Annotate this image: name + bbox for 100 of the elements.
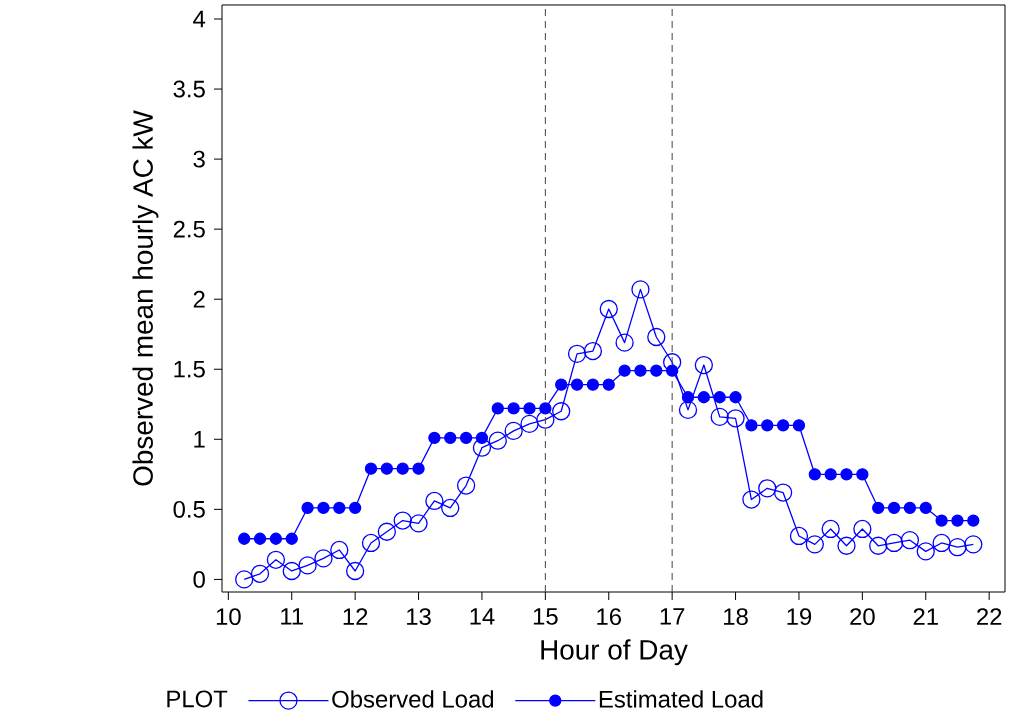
- legend-label: Observed Load: [332, 690, 494, 708]
- point: [282, 561, 301, 581]
- point: [348, 501, 362, 515]
- y-tick-label: 4: [193, 10, 206, 28]
- point: [761, 419, 774, 432]
- point: [412, 462, 425, 475]
- point: [285, 532, 298, 545]
- point: [964, 535, 983, 554]
- point: [884, 533, 904, 553]
- point: [773, 483, 793, 502]
- point: [742, 490, 761, 509]
- point: [539, 402, 552, 415]
- y-tick-label: 2.5: [173, 220, 205, 238]
- x-axis-title: Hour of Day: [541, 639, 688, 666]
- point: [361, 533, 381, 553]
- point: [694, 355, 713, 375]
- point: [520, 414, 539, 434]
- y-tick-label: 3: [193, 150, 205, 168]
- legend-label: Estimated Load: [599, 690, 763, 708]
- point: [441, 498, 460, 518]
- point: [345, 561, 365, 581]
- point: [872, 501, 885, 515]
- point: [425, 491, 444, 511]
- point: [745, 419, 758, 432]
- x-tick-label: 22: [977, 608, 1002, 625]
- point: [729, 391, 742, 404]
- point: [663, 353, 682, 372]
- point: [570, 378, 584, 391]
- point: [507, 402, 520, 415]
- point: [634, 364, 647, 377]
- point: [488, 431, 507, 450]
- point: [666, 364, 679, 377]
- point: [301, 501, 314, 515]
- point: [552, 402, 571, 421]
- point: [491, 402, 504, 415]
- x-tick-label: 18: [724, 608, 748, 626]
- point: [602, 378, 615, 391]
- point: [919, 501, 932, 515]
- point: [618, 364, 631, 377]
- x-tick-label: 15: [533, 608, 558, 625]
- x-tick-label: 16: [597, 608, 621, 626]
- point: [472, 438, 492, 457]
- point: [776, 419, 790, 432]
- point: [555, 378, 568, 391]
- point: [266, 550, 286, 569]
- point: [932, 533, 951, 553]
- point: [459, 431, 473, 445]
- point: [824, 468, 837, 481]
- y-tick-label: 0: [193, 570, 205, 588]
- point: [536, 410, 555, 429]
- y-tick-label: 1.5: [174, 360, 205, 378]
- point: [710, 407, 729, 427]
- point: [428, 431, 441, 445]
- point: [269, 532, 283, 545]
- point: [250, 564, 270, 583]
- x-tick-label: 21: [913, 608, 938, 625]
- point: [253, 532, 267, 545]
- point: [396, 462, 409, 475]
- point: [475, 431, 489, 445]
- y-tick-label: 3.5: [173, 80, 205, 98]
- x-tick-label: 14: [470, 608, 495, 625]
- point: [967, 514, 980, 527]
- x-tick-label: 11: [281, 608, 303, 625]
- point: [697, 391, 710, 404]
- point: [314, 549, 333, 568]
- point: [808, 468, 821, 481]
- point: [456, 476, 476, 495]
- point: [393, 511, 412, 530]
- x-tick-label: 13: [407, 608, 431, 626]
- point: [333, 501, 346, 515]
- point: [916, 542, 935, 561]
- y-tick-label: 1: [194, 431, 205, 448]
- point: [853, 519, 872, 539]
- x-tick-label: 19: [787, 608, 812, 626]
- point: [647, 327, 666, 347]
- point: [678, 400, 698, 420]
- point: [887, 501, 901, 515]
- x-tick-label: 17: [660, 608, 685, 625]
- point: [380, 462, 393, 475]
- point: [631, 280, 650, 299]
- point: [298, 556, 317, 575]
- point: [856, 468, 869, 481]
- point: [586, 378, 600, 391]
- point: [869, 536, 888, 555]
- point: [821, 519, 840, 539]
- point: [840, 468, 853, 481]
- point: [317, 501, 330, 515]
- y-axis-title: Observed mean hourly AC kW: [132, 110, 159, 486]
- point: [903, 501, 917, 515]
- point: [726, 409, 745, 428]
- point: [758, 479, 777, 498]
- y-tick-label: 2: [193, 290, 205, 308]
- point: [364, 462, 378, 475]
- point: [235, 570, 254, 589]
- point: [444, 431, 457, 445]
- point: [935, 514, 948, 527]
- point: [504, 421, 523, 441]
- point: [805, 535, 824, 554]
- point: [409, 514, 428, 533]
- point: [681, 391, 695, 404]
